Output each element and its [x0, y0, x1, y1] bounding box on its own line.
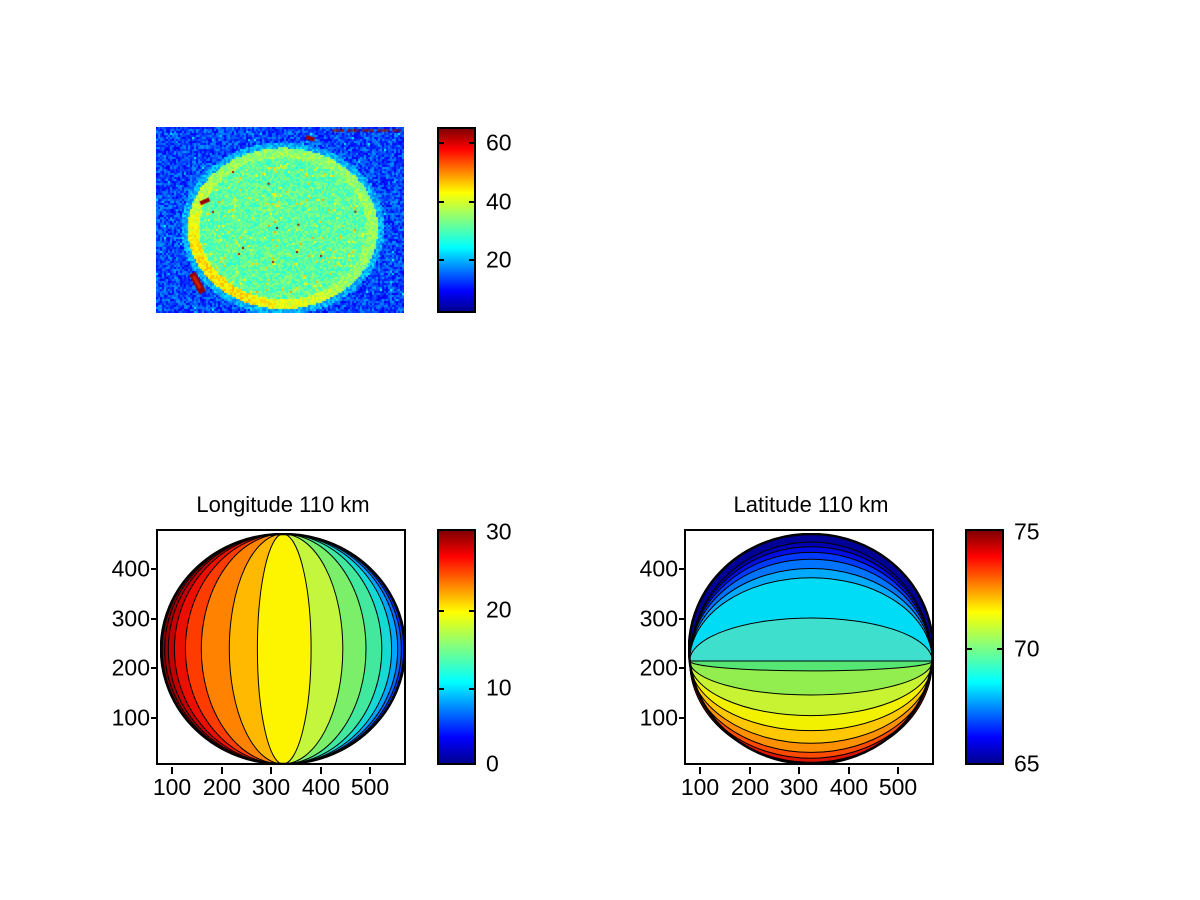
y-tick [679, 568, 686, 570]
x-tick [897, 767, 899, 774]
colorbar-tick-label: 70 [1014, 635, 1040, 662]
x-tick-label: 200 [730, 774, 770, 800]
y-tick-label: 100 [111, 704, 150, 731]
y-tick [679, 717, 686, 719]
colorbar-tick [469, 201, 474, 203]
x-tick [798, 767, 800, 774]
colorbar-tick-label: 75 [1014, 518, 1040, 545]
x-tick-label: 200 [202, 774, 242, 800]
y-tick-label: 200 [639, 654, 678, 681]
colorbar-tick [439, 688, 444, 690]
colorbar-tick [469, 610, 474, 612]
colorbar-tick-label: 40 [486, 188, 512, 215]
y-tick [151, 618, 158, 620]
latitude-colorbar: 75 70 65 [965, 519, 1040, 777]
colorbar-tick-label: 10 [486, 674, 512, 701]
longitude-title: Longitude 110 km [196, 492, 370, 517]
allsky-colorbar: 60 40 20 [437, 127, 512, 313]
y-tick [679, 667, 686, 669]
y-tick [151, 568, 158, 570]
colorbar-tick-label: 65 [1014, 750, 1040, 777]
y-tick [151, 717, 158, 719]
colorbar-tick-label: 0 [486, 750, 499, 777]
latitude-contour-plot [688, 533, 934, 765]
allsky-image [156, 127, 404, 313]
x-tick-label: 500 [350, 774, 390, 800]
x-tick [749, 767, 751, 774]
x-tick [270, 767, 272, 774]
colorbar-tick [967, 648, 972, 650]
colorbar-tick-label: 30 [486, 518, 512, 545]
colorbar-tick [439, 259, 444, 261]
y-tick-label: 200 [111, 654, 150, 681]
x-tick-label: 300 [779, 774, 819, 800]
colorbar-tick-label: 20 [486, 246, 512, 273]
x-tick [320, 767, 322, 774]
colorbar-tick [469, 259, 474, 261]
x-tick-label: 100 [152, 774, 192, 800]
y-tick-label: 400 [111, 555, 150, 582]
x-tick [848, 767, 850, 774]
colorbar-tick [997, 648, 1002, 650]
longitude-contour-plot [160, 533, 406, 765]
colorbar-tick [469, 688, 474, 690]
colorbar-tick-label: 60 [486, 129, 512, 156]
x-tick-label: 500 [878, 774, 918, 800]
y-tick [151, 667, 158, 669]
y-tick-label: 100 [639, 704, 678, 731]
x-tick-label: 400 [301, 774, 341, 800]
longitude-axes: Longitude 110 km 100 200 300 400 500 400… [112, 492, 406, 800]
y-tick-label: 300 [111, 605, 150, 632]
colorbar-tick [439, 610, 444, 612]
x-tick [369, 767, 371, 774]
y-tick [679, 618, 686, 620]
colorbar-tick [439, 201, 444, 203]
x-tick [171, 767, 173, 774]
x-tick [221, 767, 223, 774]
colorbar-tick [469, 142, 474, 144]
latitude-title: Latitude 110 km [733, 492, 889, 517]
latitude-axes: Latitude 110 km 100 200 300 400 500 400 … [640, 492, 934, 800]
y-tick-label: 400 [639, 555, 678, 582]
y-tick-label: 300 [639, 605, 678, 632]
colorbar-tick [439, 142, 444, 144]
x-tick-label: 100 [680, 774, 720, 800]
colorbar-tick-label: 20 [486, 596, 512, 623]
x-tick [699, 767, 701, 774]
x-tick-label: 400 [829, 774, 869, 800]
longitude-colorbar: 30 20 10 0 [437, 519, 512, 777]
x-tick-label: 300 [251, 774, 291, 800]
